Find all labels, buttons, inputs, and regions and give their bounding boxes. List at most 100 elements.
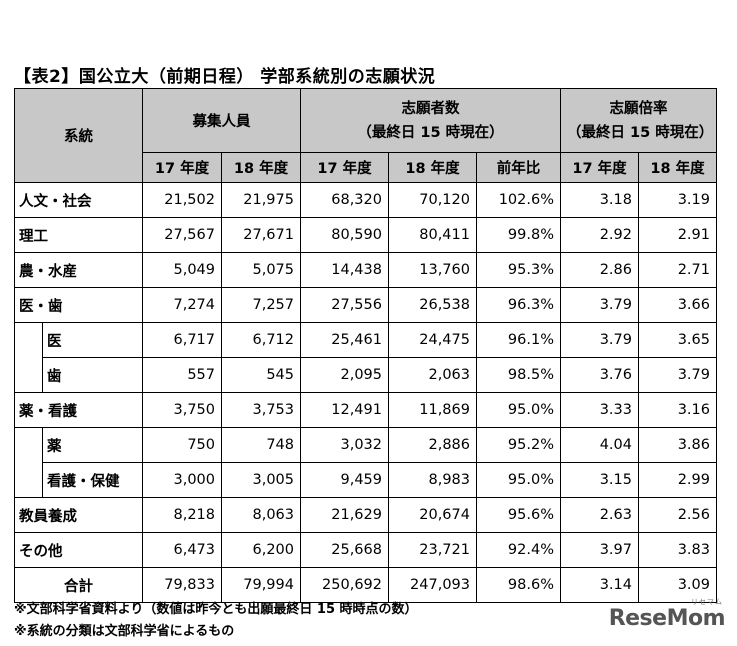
header-ratio-17: 17 年度 (560, 152, 639, 183)
table-row: 人文・社会 21,502 21,975 68,320 70,120 102.6%… (14, 182, 717, 218)
cell-ratio-17: 4.04 (560, 427, 639, 463)
row-name: 医 (42, 322, 143, 358)
cell-enroll-18: 748 (221, 427, 301, 463)
cell-applicants-17: 9,459 (300, 462, 389, 498)
table-title: 【表2】国公立大（前期日程） 学部系統別の志願状況 (14, 67, 436, 87)
cell-applicants-18: 2,886 (388, 427, 477, 463)
cell-yoy: 96.3% (476, 287, 561, 323)
cell-applicants-18: 13,760 (388, 252, 477, 288)
cell-enroll-17: 8,218 (142, 497, 222, 533)
cell-applicants-17: 2,095 (300, 357, 389, 393)
header-applicants-18: 18 年度 (388, 152, 477, 183)
row-name-total: 合計 (14, 567, 143, 603)
cell-enroll-17: 27,567 (142, 217, 222, 253)
cell-applicants-17: 14,438 (300, 252, 389, 288)
cell-ratio-18: 3.83 (638, 532, 717, 568)
cell-applicants-17: 25,668 (300, 532, 389, 568)
cell-ratio-18: 3.66 (638, 287, 717, 323)
cell-yoy: 92.4% (476, 532, 561, 568)
table-row: 歯 557 545 2,095 2,063 98.5% 3.76 3.79 (14, 357, 717, 393)
cell-ratio-17: 2.86 (560, 252, 639, 288)
application-status-table: 系統 募集人員 志願者数 （最終日 15 時現在） 志願倍率 （最終日 15 時… (14, 88, 717, 603)
cell-enroll-18: 27,671 (221, 217, 301, 253)
cell-yoy: 95.3% (476, 252, 561, 288)
cell-ratio-17: 2.92 (560, 217, 639, 253)
indent-cell (14, 322, 43, 358)
cell-ratio-17: 3.15 (560, 462, 639, 498)
cell-ratio-17: 3.97 (560, 532, 639, 568)
table-row: 教員養成 8,218 8,063 21,629 20,674 95.6% 2.6… (14, 497, 717, 533)
cell-enroll-18: 8,063 (221, 497, 301, 533)
cell-enroll-18: 3,753 (221, 392, 301, 428)
row-name: 人文・社会 (14, 182, 143, 218)
classification-note: ※系統の分類は文部科学省によるもの (14, 624, 235, 639)
cell-ratio-18: 2.91 (638, 217, 717, 253)
table-row: 看護・保健 3,000 3,005 9,459 8,983 95.0% 3.15… (14, 462, 717, 498)
cell-applicants-18: 2,063 (388, 357, 477, 393)
table-row: 薬 750 748 3,032 2,886 95.2% 4.04 3.86 (14, 427, 717, 463)
table-row: その他 6,473 6,200 25,668 23,721 92.4% 3.97… (14, 532, 717, 568)
header-category: 系統 (14, 88, 143, 183)
cell-ratio-18: 2.99 (638, 462, 717, 498)
header-enrollment: 募集人員 (142, 88, 301, 153)
source-note: ※文部科学省資料より（数値は昨今とも出願最終日 15 時時点の数） (14, 602, 418, 617)
cell-enroll-18: 545 (221, 357, 301, 393)
cell-applicants-18: 8,983 (388, 462, 477, 498)
header-yoy: 前年比 (476, 152, 561, 183)
cell-applicants-17: 21,629 (300, 497, 389, 533)
cell-yoy: 98.6% (476, 567, 561, 603)
header-ratio: 志願倍率 （最終日 15 時現在） (560, 88, 717, 153)
logo-ruby: リセマム (691, 598, 723, 606)
header-enroll-18: 18 年度 (221, 152, 301, 183)
cell-enroll-17: 6,473 (142, 532, 222, 568)
row-name: 薬 (42, 427, 143, 463)
cell-enroll-18: 6,712 (221, 322, 301, 358)
cell-applicants-17: 25,461 (300, 322, 389, 358)
table-row: 農・水産 5,049 5,075 14,438 13,760 95.3% 2.8… (14, 252, 717, 288)
row-name: 教員養成 (14, 497, 143, 533)
cell-enroll-17: 750 (142, 427, 222, 463)
header-ratio-18: 18 年度 (638, 152, 717, 183)
cell-yoy: 95.2% (476, 427, 561, 463)
cell-applicants-17: 3,032 (300, 427, 389, 463)
header-applicants: 志願者数 （最終日 15 時現在） (300, 88, 561, 153)
table-row: 理工 27,567 27,671 80,590 80,411 99.8% 2.9… (14, 217, 717, 253)
cell-enroll-17: 5,049 (142, 252, 222, 288)
cell-ratio-18: 3.16 (638, 392, 717, 428)
indent-cell (14, 357, 43, 393)
row-name: 看護・保健 (42, 462, 143, 498)
cell-ratio-18: 3.09 (638, 567, 717, 603)
cell-yoy: 99.8% (476, 217, 561, 253)
cell-yoy: 95.6% (476, 497, 561, 533)
cell-yoy: 96.1% (476, 322, 561, 358)
cell-applicants-18: 24,475 (388, 322, 477, 358)
cell-applicants-18: 26,538 (388, 287, 477, 323)
row-name: 歯 (42, 357, 143, 393)
cell-ratio-18: 3.86 (638, 427, 717, 463)
row-name: 理工 (14, 217, 143, 253)
cell-ratio-17: 3.76 (560, 357, 639, 393)
cell-ratio-18: 3.79 (638, 357, 717, 393)
cell-applicants-17: 80,590 (300, 217, 389, 253)
row-name: 農・水産 (14, 252, 143, 288)
cell-applicants-17: 12,491 (300, 392, 389, 428)
resemom-logo: リセマム ReseMom (609, 598, 726, 631)
cell-enroll-17: 3,000 (142, 462, 222, 498)
cell-ratio-18: 2.56 (638, 497, 717, 533)
cell-enroll-17: 557 (142, 357, 222, 393)
cell-ratio-18: 3.65 (638, 322, 717, 358)
row-name: 医・歯 (14, 287, 143, 323)
cell-ratio-17: 3.14 (560, 567, 639, 603)
cell-yoy: 102.6% (476, 182, 561, 218)
indent-cell (14, 427, 43, 463)
cell-ratio-18: 2.71 (638, 252, 717, 288)
header-applicants-line1: 志願者数 (401, 100, 460, 117)
cell-enroll-18: 7,257 (221, 287, 301, 323)
cell-ratio-17: 3.79 (560, 322, 639, 358)
header-applicants-17: 17 年度 (300, 152, 389, 183)
cell-ratio-17: 3.18 (560, 182, 639, 218)
table-row: 医・歯 7,274 7,257 27,556 26,538 96.3% 3.79… (14, 287, 717, 323)
table-row: 医 6,717 6,712 25,461 24,475 96.1% 3.79 3… (14, 322, 717, 358)
header-ratio-line2: （最終日 15 時現在） (567, 124, 714, 141)
cell-applicants-18: 23,721 (388, 532, 477, 568)
